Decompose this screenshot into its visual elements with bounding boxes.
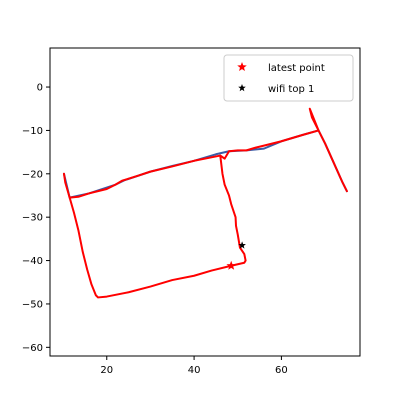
x-tick-label: 40	[188, 365, 201, 376]
y-tick-label: −40	[22, 256, 43, 267]
plot-area	[62, 107, 348, 299]
trajectory-line-2	[68, 154, 247, 299]
x-tick-label: 20	[100, 365, 113, 376]
legend-box	[223, 54, 354, 102]
y-tick-label: −20	[22, 169, 43, 180]
x-tick-label: 60	[275, 365, 288, 376]
x-axis: 20 40 60	[100, 356, 288, 376]
legend-star-icon	[238, 84, 246, 92]
axes-frame	[49, 47, 361, 357]
y-tick-label: −10	[22, 126, 43, 137]
y-axis: 0 −10 −20 −30 −40 −50 −60	[22, 83, 50, 354]
legend-label: wifi top 1	[268, 84, 314, 95]
wifi-top-1-marker-0	[238, 241, 246, 249]
y-tick-label: 0	[37, 83, 43, 94]
legend-star-icon	[237, 62, 247, 72]
legend-label: latest point	[268, 63, 325, 74]
y-tick-label: −50	[22, 299, 43, 310]
y-tick-label: −30	[22, 213, 43, 224]
trajectory-line-1	[62, 107, 348, 199]
legend: latest point wifi top 1	[223, 54, 354, 102]
y-tick-label: −60	[22, 343, 43, 354]
latest-point-marker-0	[226, 260, 236, 270]
